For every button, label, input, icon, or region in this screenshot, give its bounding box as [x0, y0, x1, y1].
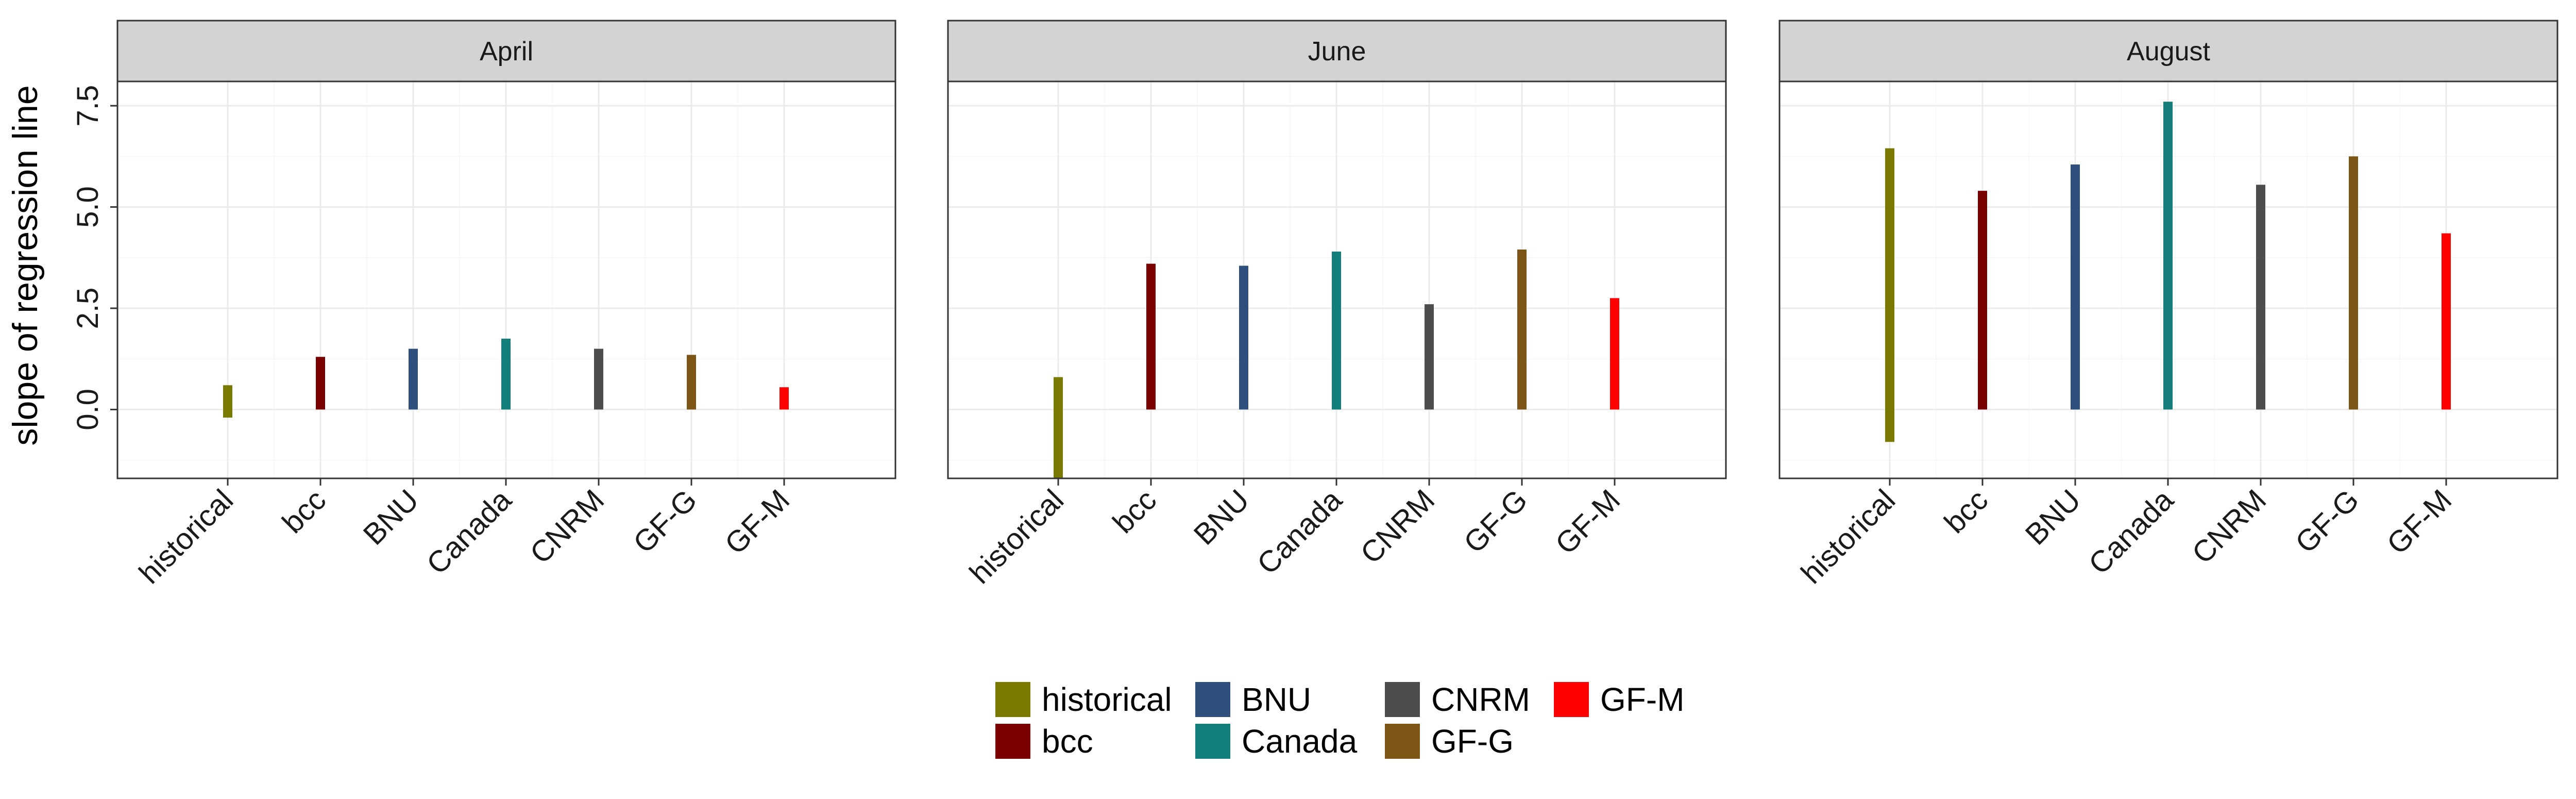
legend-item-cnrm: CNRM: [1385, 681, 1530, 718]
x-tick-label: CNRM: [2185, 483, 2273, 570]
bar-april-cnrm: [594, 348, 603, 410]
x-tick-label: bcc: [1938, 483, 1994, 540]
facet-title: August: [2127, 37, 2210, 66]
legend-label: CNRM: [1431, 681, 1530, 718]
legend: historical bcc BNU Canada CNRM GF-G GF-M: [995, 681, 1685, 760]
facet-title: June: [1308, 37, 1366, 66]
bar-august-bnu: [2071, 164, 2080, 410]
bar-april-bcc: [316, 357, 325, 410]
legend-label: GF-M: [1600, 681, 1685, 718]
legend-item-gf-g: GF-G: [1385, 723, 1514, 760]
facet-strip: [116, 20, 896, 82]
x-tick-label: GF-M: [1549, 483, 1626, 561]
legend-item-historical: historical: [995, 681, 1172, 718]
x-tick-label: CNRM: [1354, 483, 1441, 570]
bar-june-bnu: [1239, 265, 1248, 410]
y-tick-label: 7.5: [71, 85, 105, 127]
legend-key: [995, 724, 1030, 759]
x-tick-label: GF-M: [718, 483, 796, 561]
legend-item-canada: Canada: [1195, 723, 1358, 760]
x-tick-label: BNU: [1188, 483, 1256, 552]
bar-june-bcc: [1146, 263, 1156, 410]
y-tick-label: 2.5: [71, 288, 105, 329]
facet-title: April: [480, 37, 533, 66]
y-axis-title: slope of regression line: [6, 85, 45, 445]
legend-item-bnu: BNU: [1195, 681, 1311, 718]
legend-item-bcc: bcc: [995, 723, 1093, 760]
bar-april-canada: [501, 338, 511, 410]
bar-august-gf-m: [2442, 233, 2451, 410]
bar-june-gf-g: [1517, 249, 1527, 410]
bar-june-cnrm: [1425, 304, 1434, 410]
legend-key: [1195, 724, 1230, 759]
bar-april-gf-m: [779, 387, 789, 410]
x-tick-label: bcc: [276, 483, 332, 540]
x-tick-label: Canada: [420, 483, 518, 581]
x-tick-label: historical: [132, 483, 240, 590]
y-tick-label: 0.0: [71, 389, 105, 430]
legend-label: bcc: [1042, 723, 1093, 760]
bar-june-gf-m: [1610, 298, 1619, 410]
bar-april-historical: [223, 385, 232, 418]
y-tick-label: 5.0: [71, 186, 105, 228]
legend-label: GF-G: [1431, 723, 1514, 760]
x-tick-label: GF-G: [1458, 483, 1534, 559]
bar-june-canada: [1332, 252, 1341, 410]
bar-june-historical: [1054, 377, 1063, 478]
x-tick-label: historical: [1794, 483, 1902, 590]
bar-august-gf-g: [2349, 156, 2358, 410]
legend-key: [1385, 682, 1420, 717]
facet-strip: [1778, 20, 2558, 82]
legend-label: BNU: [1242, 681, 1311, 718]
bar-august-cnrm: [2256, 185, 2265, 410]
x-tick-label: Canada: [1251, 483, 1349, 581]
bar-august-bcc: [1978, 191, 1987, 410]
legend-label: historical: [1042, 681, 1172, 718]
x-tick-label: Canada: [2082, 483, 2180, 581]
y-axis: slope of regression line: [6, 85, 45, 445]
bar-april-bnu: [409, 348, 418, 410]
x-tick-label: bcc: [1106, 483, 1163, 540]
legend-key: [1554, 682, 1589, 717]
legend-key: [1195, 682, 1230, 717]
x-tick-label: CNRM: [523, 483, 611, 570]
x-tick-label: GF-G: [2289, 483, 2365, 559]
x-tick-label: BNU: [2019, 483, 2088, 552]
x-tick-label: GF-M: [2380, 483, 2458, 561]
legend-key: [1385, 724, 1420, 759]
bar-august-canada: [2163, 102, 2173, 410]
bar-april-gf-g: [687, 355, 696, 410]
bar-august-historical: [1885, 148, 1894, 442]
x-tick-label: BNU: [357, 483, 426, 552]
x-tick-label: GF-G: [627, 483, 703, 559]
legend-item-gf-m: GF-M: [1554, 681, 1685, 718]
legend-key: [995, 682, 1030, 717]
legend-label: Canada: [1242, 723, 1358, 760]
x-tick-label: historical: [963, 483, 1070, 590]
